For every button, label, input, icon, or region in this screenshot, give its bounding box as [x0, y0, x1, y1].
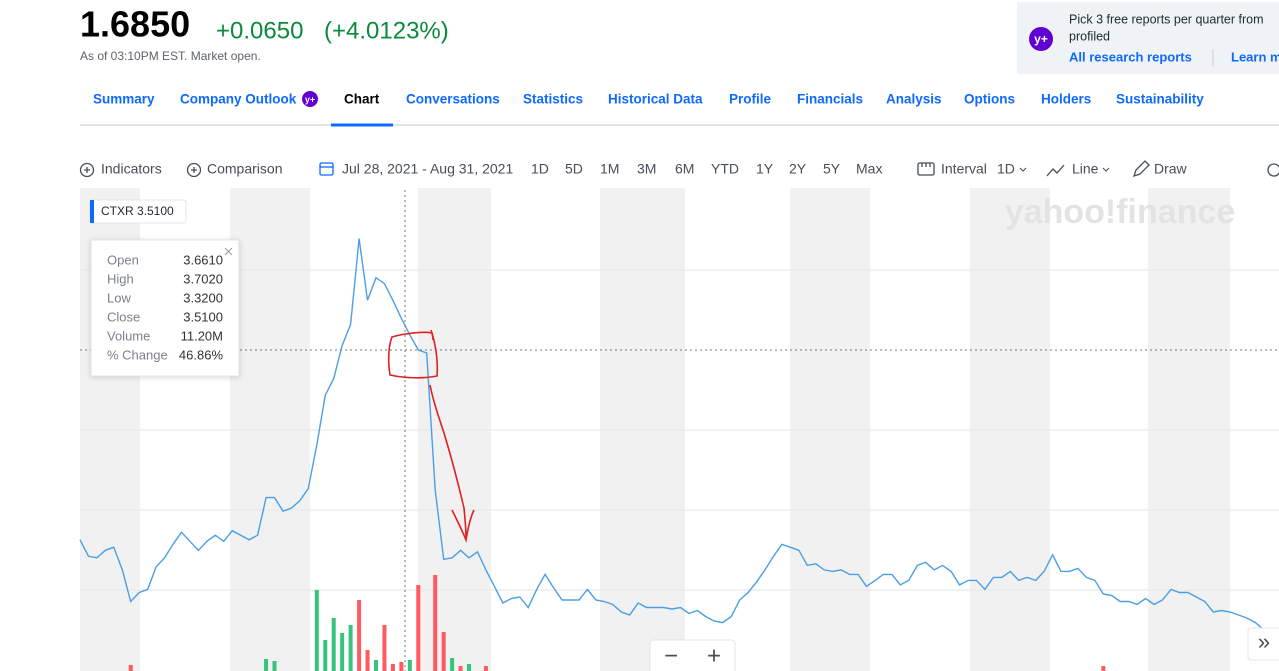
- tooltip-value: 11.20M: [181, 328, 223, 343]
- date-range[interactable]: Jul 28, 2021 - Aug 31, 2021: [342, 161, 513, 177]
- volume-bar: [467, 664, 472, 671]
- ranges: 1D 5D 1M 3M 6M YTD 1Y 2Y 5Y Max: [531, 161, 882, 177]
- promo-box: [1017, 2, 1279, 74]
- volume-bar: [323, 639, 328, 671]
- volume-bar: [458, 666, 463, 671]
- tooltip-value: 46.86%: [179, 347, 224, 362]
- tab[interactable]: Company Outlook: [180, 92, 297, 107]
- volume-bar: [441, 632, 446, 671]
- expand-box: [1247, 627, 1279, 661]
- tooltip-value: 3.6610: [183, 252, 223, 267]
- volume-bar: [331, 618, 336, 671]
- tooltip-rows: Open 3.6610 High 3.7020 Low 3.3200 Close 3.5100…: [107, 252, 223, 362]
- price: 1.6850: [80, 4, 190, 45]
- volume-bar: [374, 659, 378, 671]
- tab[interactable]: Conversations: [406, 92, 500, 107]
- range-button[interactable]: 1Y: [756, 161, 774, 177]
- volume-bar: [390, 664, 395, 671]
- tooltip: [90, 239, 240, 377]
- volume-bar: [128, 664, 133, 671]
- tooltip-label: Open: [107, 252, 139, 267]
- tab[interactable]: Analysis: [886, 92, 942, 107]
- expand[interactable]: »: [1258, 629, 1270, 654]
- range-button[interactable]: 6M: [675, 161, 694, 177]
- ticker-flag: [90, 200, 94, 223]
- tooltip-label: Low: [107, 290, 131, 305]
- volume-bar: [1101, 666, 1106, 671]
- tab[interactable]: Historical Data: [608, 92, 703, 107]
- ticker-label: CTXR 3.5100: [101, 204, 174, 218]
- tooltip-close[interactable]: [224, 247, 233, 256]
- toolbar-button[interactable]: Draw: [1154, 161, 1188, 177]
- tooltip-label: High: [107, 271, 134, 286]
- tab-badge-bg: [302, 91, 318, 107]
- tab[interactable]: Profile: [729, 92, 772, 107]
- range-button[interactable]: 5D: [565, 161, 583, 177]
- toolbar-icons: [79, 160, 1279, 178]
- range-button[interactable]: 3M: [637, 161, 656, 177]
- range-button[interactable]: 1M: [600, 161, 619, 177]
- volume-bar: [416, 584, 421, 671]
- chevron: [1019, 167, 1027, 172]
- tabs: Summary Company Outlook Chart Conversations…: [93, 92, 1204, 107]
- promo-text: profiled: [1069, 29, 1110, 43]
- plot: [79, 238, 1265, 631]
- tab[interactable]: Options: [964, 92, 1015, 107]
- tab[interactable]: Financials: [797, 92, 863, 107]
- zoom-out[interactable]: −: [664, 642, 678, 669]
- volume-bar: [264, 659, 269, 671]
- tab[interactable]: Holders: [1041, 92, 1091, 107]
- volume-bar: [382, 625, 387, 671]
- volume-bars: [128, 575, 1106, 671]
- interval-value[interactable]: 1D: [997, 161, 1015, 177]
- zoom-in[interactable]: +: [707, 642, 721, 669]
- volume-bar: [272, 661, 277, 671]
- promo-badge-bg: [1029, 27, 1053, 51]
- tooltip-value: 3.5100: [183, 309, 223, 324]
- change: +0.0650: [216, 17, 303, 44]
- toolbar-button[interactable]: Comparison: [207, 161, 282, 177]
- tab[interactable]: Summary: [93, 92, 155, 107]
- volume-bar: [433, 575, 438, 671]
- grid: [80, 269, 1279, 591]
- promo-link[interactable]: All research reports: [1069, 49, 1192, 64]
- tooltip-value: 3.3200: [183, 290, 223, 305]
- tooltip-label: Close: [107, 309, 140, 324]
- range-button[interactable]: 2Y: [789, 161, 807, 177]
- zoom-box: [649, 639, 736, 671]
- toolbar-button[interactable]: Indicators: [101, 161, 162, 177]
- change-percent: (+4.0123%): [324, 17, 449, 44]
- chevron: [1102, 167, 1110, 172]
- volume-bar: [340, 632, 345, 671]
- volume-bar: [357, 600, 362, 671]
- tab-badge: y+: [305, 94, 315, 104]
- promo-badge: y+: [1034, 32, 1048, 46]
- price-line: [79, 238, 1265, 631]
- promo-link[interactable]: Learn more: [1231, 49, 1279, 64]
- volume-bar: [365, 650, 370, 671]
- range-button[interactable]: Max: [856, 161, 882, 177]
- interval-label[interactable]: Interval: [941, 161, 987, 177]
- volume-bar: [348, 625, 353, 671]
- range-button[interactable]: YTD: [711, 161, 739, 177]
- as-of: As of 03:10PM EST. Market open.: [80, 49, 261, 63]
- tab[interactable]: Chart: [344, 92, 380, 107]
- tooltip-value: 3.7020: [183, 271, 223, 286]
- tooltip-label: % Change: [107, 347, 168, 362]
- volume-bar: [407, 659, 412, 671]
- range-button[interactable]: 1D: [531, 161, 549, 177]
- range-button[interactable]: 5Y: [823, 161, 841, 177]
- volume-bar: [450, 657, 455, 671]
- tab[interactable]: Statistics: [523, 92, 583, 107]
- tab[interactable]: Sustainability: [1116, 92, 1204, 107]
- volume-bar: [399, 661, 404, 671]
- tooltip-label: Volume: [107, 328, 150, 343]
- volume-bar: [483, 666, 488, 671]
- watermark: yahoo!finance: [1005, 193, 1235, 231]
- chart-type[interactable]: Line: [1072, 161, 1099, 177]
- volume-bar: [314, 589, 319, 671]
- annotation: [387, 329, 475, 543]
- promo-text: Pick 3 free reports per quarter from: [1069, 12, 1264, 26]
